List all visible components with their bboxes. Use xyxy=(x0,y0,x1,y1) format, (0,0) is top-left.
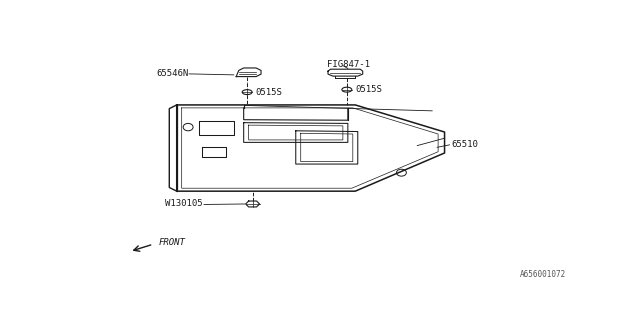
Text: 65510: 65510 xyxy=(451,140,478,149)
Text: FRONT: FRONT xyxy=(158,238,185,247)
Text: A656001072: A656001072 xyxy=(520,270,566,279)
Text: W130105: W130105 xyxy=(165,199,203,209)
Text: 0515S: 0515S xyxy=(255,88,282,97)
Text: 0515S: 0515S xyxy=(355,85,382,94)
Text: FIG847-1: FIG847-1 xyxy=(327,60,370,69)
Text: 65546N: 65546N xyxy=(156,69,188,78)
